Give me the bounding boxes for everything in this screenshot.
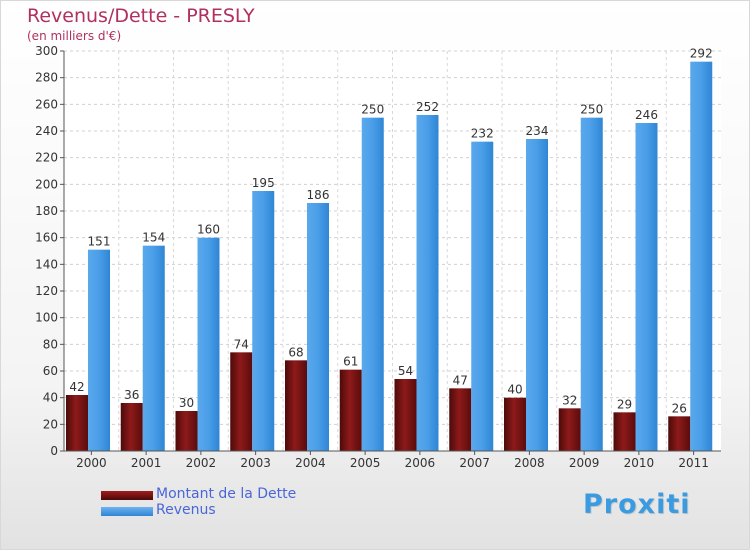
x-tick-label: 2007 bbox=[459, 456, 490, 470]
bar-revenue bbox=[416, 115, 439, 451]
x-tick-label: 2003 bbox=[240, 456, 271, 470]
y-tick-label: 120 bbox=[35, 284, 58, 298]
y-tick-label: 60 bbox=[43, 364, 58, 378]
x-tick-label: 2006 bbox=[405, 456, 436, 470]
data-label-debt: 47 bbox=[453, 373, 468, 387]
bar-debt bbox=[175, 411, 198, 451]
data-label-revenue: 232 bbox=[471, 127, 494, 141]
y-tick-label: 80 bbox=[43, 337, 58, 351]
bar-debt bbox=[120, 403, 143, 451]
chart-subtitle: (en milliers d'€) bbox=[27, 29, 122, 43]
data-label-revenue: 250 bbox=[361, 103, 384, 117]
y-tick-label: 160 bbox=[35, 231, 58, 245]
legend-swatch-debt bbox=[101, 491, 153, 500]
bar-revenue bbox=[88, 249, 110, 451]
data-label-debt: 29 bbox=[617, 397, 632, 411]
y-tick-label: 20 bbox=[43, 417, 58, 431]
y-tick-label: 40 bbox=[43, 391, 58, 405]
data-label-revenue: 234 bbox=[526, 124, 549, 138]
x-tick-label: 2009 bbox=[569, 456, 600, 470]
legend-swatch-revenue bbox=[101, 507, 153, 516]
bar-revenue bbox=[252, 191, 275, 451]
data-label-revenue: 292 bbox=[690, 47, 713, 61]
bar-revenue bbox=[471, 141, 494, 451]
legend-label-debt: Montant de la Dette bbox=[156, 486, 297, 502]
bar-debt bbox=[504, 397, 526, 451]
y-tick-label: 280 bbox=[35, 71, 58, 85]
data-label-revenue: 250 bbox=[580, 103, 603, 117]
data-label-debt: 68 bbox=[288, 345, 303, 359]
bar-debt bbox=[449, 388, 472, 451]
bar-debt bbox=[230, 352, 253, 451]
y-tick-label: 300 bbox=[35, 44, 58, 58]
bar-revenue bbox=[142, 245, 165, 451]
y-tick-label: 100 bbox=[35, 311, 58, 325]
y-tick-label: 180 bbox=[35, 204, 58, 218]
bar-debt bbox=[339, 369, 362, 451]
data-label-debt: 42 bbox=[69, 380, 84, 394]
x-tick-label: 2011 bbox=[678, 456, 709, 470]
data-label-revenue: 186 bbox=[307, 188, 330, 202]
bar-revenue bbox=[690, 61, 713, 452]
data-label-debt: 26 bbox=[672, 401, 687, 415]
x-tick-label: 2002 bbox=[186, 456, 217, 470]
x-tick-label: 2008 bbox=[514, 456, 545, 470]
x-tick-label: 2000 bbox=[76, 456, 107, 470]
data-label-revenue: 252 bbox=[416, 100, 439, 114]
y-tick-label: 200 bbox=[35, 177, 58, 191]
bar-revenue bbox=[361, 117, 384, 452]
y-tick-label: 0 bbox=[50, 444, 58, 458]
y-tick-label: 220 bbox=[35, 151, 58, 165]
bar-debt bbox=[66, 395, 88, 451]
x-tick-label: 2001 bbox=[131, 456, 162, 470]
data-label-debt: 32 bbox=[562, 393, 577, 407]
bar-revenue bbox=[526, 139, 548, 451]
bar-debt bbox=[394, 379, 417, 451]
bar-debt bbox=[668, 416, 691, 451]
data-label-debt: 40 bbox=[507, 383, 522, 397]
data-label-debt: 30 bbox=[179, 396, 194, 410]
y-tick-label: 140 bbox=[35, 257, 58, 271]
bar-revenue bbox=[635, 123, 658, 451]
x-tick-label: 2010 bbox=[624, 456, 655, 470]
data-label-debt: 74 bbox=[234, 337, 249, 351]
bar-debt bbox=[285, 360, 307, 451]
data-label-revenue: 246 bbox=[635, 108, 658, 122]
y-tick-label: 260 bbox=[35, 97, 58, 111]
bar-revenue bbox=[307, 203, 329, 451]
x-tick-label: 2004 bbox=[295, 456, 326, 470]
legend-label-revenue: Revenus bbox=[156, 502, 216, 518]
data-label-revenue: 151 bbox=[88, 235, 111, 249]
data-label-revenue: 160 bbox=[197, 223, 220, 237]
data-label-debt: 61 bbox=[343, 355, 358, 369]
data-label-debt: 54 bbox=[398, 364, 413, 378]
data-label-debt: 36 bbox=[124, 388, 139, 402]
data-label-revenue: 195 bbox=[252, 176, 275, 190]
chart-title: Revenus/Dette - PRESLY bbox=[27, 5, 255, 27]
bar-revenue bbox=[580, 117, 603, 452]
bar-debt bbox=[613, 412, 636, 451]
bar-revenue bbox=[197, 237, 220, 451]
data-label-revenue: 154 bbox=[142, 231, 165, 245]
bar-debt bbox=[558, 408, 581, 451]
x-tick-label: 2005 bbox=[350, 456, 381, 470]
y-tick-label: 240 bbox=[35, 124, 58, 138]
brand-logo: Proxiti bbox=[583, 489, 691, 520]
